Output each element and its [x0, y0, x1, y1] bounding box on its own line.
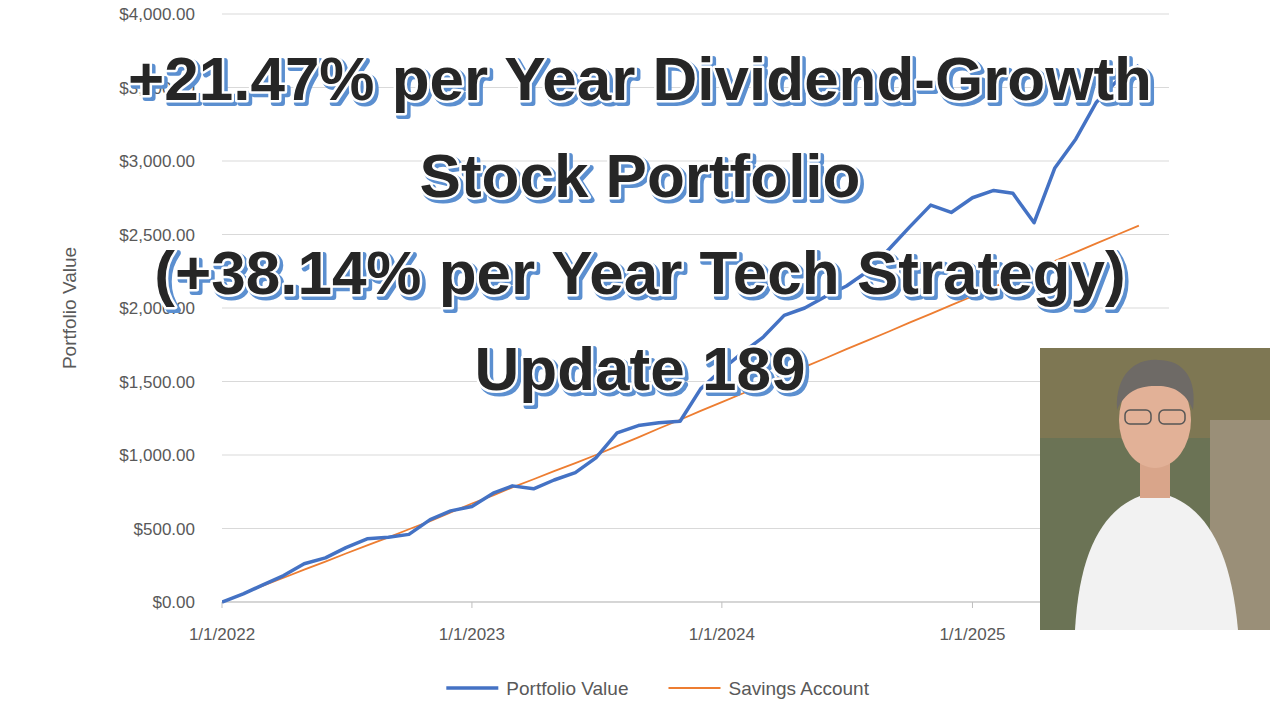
- y-tick-label: $0.00: [152, 593, 195, 612]
- grid-line: [222, 602, 1169, 603]
- title-line: (+38.14% per Year Tech Strategy): [154, 238, 1125, 307]
- photo-hair: [1117, 360, 1194, 410]
- photo-glasses: [1159, 410, 1185, 424]
- legend-item: Portfolio Value: [446, 678, 628, 699]
- x-tick: [471, 602, 472, 608]
- grid-line: [222, 234, 1169, 235]
- photo-background: [1040, 348, 1270, 630]
- y-tick-label: $1,000.00: [119, 446, 195, 465]
- photo-shirt: [1075, 492, 1238, 630]
- legend-label: Portfolio Value: [506, 678, 628, 699]
- x-tick: [721, 602, 722, 608]
- legend-label: Savings Account: [728, 678, 869, 699]
- y-tick-label: $500.00: [134, 520, 195, 539]
- x-tick-label: 1/1/2024: [689, 625, 755, 644]
- plot-area: [222, 65, 1139, 602]
- grid-line: [222, 528, 1169, 529]
- y-tick-label: $1,500.00: [119, 373, 195, 392]
- chart: $0.00$500.00$1,000.00$1,500.00$2,000.00$…: [0, 0, 1280, 720]
- title: +21.47% per Year Dividend-Growth+21.47% …: [128, 44, 1155, 406]
- photo: [1040, 348, 1270, 630]
- grid-line: [222, 455, 1169, 456]
- title-line: Update 189: [475, 334, 806, 403]
- legend-swatch: [446, 686, 498, 690]
- y-axis-title: Portfolio Value: [59, 247, 80, 369]
- legend-item: Savings Account: [668, 678, 869, 699]
- x-tick-label: 1/1/2025: [939, 625, 1005, 644]
- photo-glasses: [1125, 410, 1151, 424]
- x-tick-label: 1/1/2022: [189, 625, 255, 644]
- series-line: [222, 65, 1139, 602]
- legend-swatch: [668, 687, 720, 689]
- y-tick-label: $3,000.00: [119, 152, 195, 171]
- x-tick: [972, 602, 973, 608]
- x-tick-label: 1/1/2023: [439, 625, 505, 644]
- legend: Portfolio Value Savings Account: [446, 678, 869, 699]
- title-line: Stock Portfolio: [420, 141, 861, 210]
- y-tick-label: $4,000.00: [119, 5, 195, 24]
- title-line: +21.47% per Year Dividend-Growth: [128, 44, 1152, 113]
- grid-line: [222, 14, 1169, 15]
- x-axis-line: [222, 602, 1169, 603]
